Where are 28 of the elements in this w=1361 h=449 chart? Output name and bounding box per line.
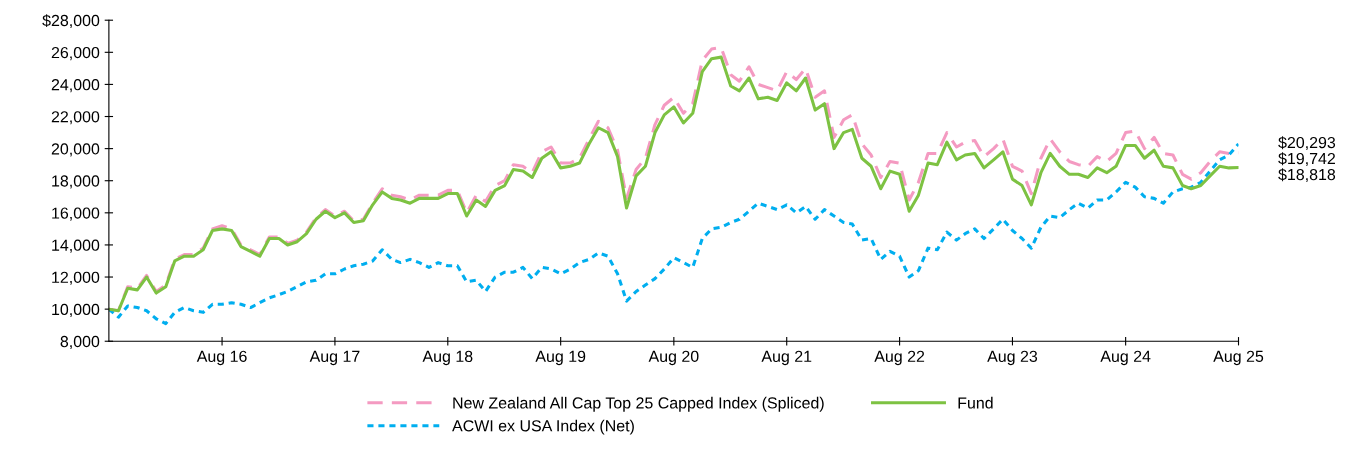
line-series: [108, 142, 1239, 326]
legend-label: New Zealand All Cap Top 25 Capped Index (Spliced): [453, 396, 824, 412]
x-tick-label: Aug 25: [1213, 350, 1264, 366]
x-tick-label: Aug 16: [196, 350, 247, 366]
y-tick-label: 18,000: [52, 175, 100, 189]
y-tick-label: 26,000: [51, 46, 100, 61]
y-tick-label: 12,000: [52, 271, 100, 285]
x-tick-label: Aug 19: [535, 350, 586, 366]
y-tick-label: 24,000: [51, 79, 100, 93]
annotation: $18,818: [1278, 168, 1336, 183]
x-tick-label: Aug 18: [422, 350, 473, 366]
x-tick-label: Aug 24: [1100, 350, 1151, 366]
legend-label: ACWI ex USA Index (Net): [452, 419, 634, 435]
x-tick-label: Aug 23: [987, 350, 1038, 366]
y-tick-label: 20,000: [51, 143, 100, 157]
y-tick-label: 16,000: [52, 207, 100, 221]
legend-label: Fund: [958, 396, 993, 409]
annotation: $19,742: [1278, 152, 1335, 167]
y-tick-label: $28,000: [42, 14, 100, 29]
x-tick-label: Aug 22: [874, 350, 925, 366]
y-tick-label: 22,000: [51, 111, 100, 125]
x-tick-label: Aug 20: [648, 350, 699, 366]
x-tick-label: Aug 21: [761, 350, 812, 366]
y-tick-label: 14,000: [52, 239, 100, 253]
y-tick-label: 10,000: [52, 303, 100, 317]
annotation: $20,293: [1278, 136, 1336, 151]
x-tick-label: Aug 17: [309, 350, 360, 366]
y-tick-label: 8,000: [60, 335, 100, 350]
